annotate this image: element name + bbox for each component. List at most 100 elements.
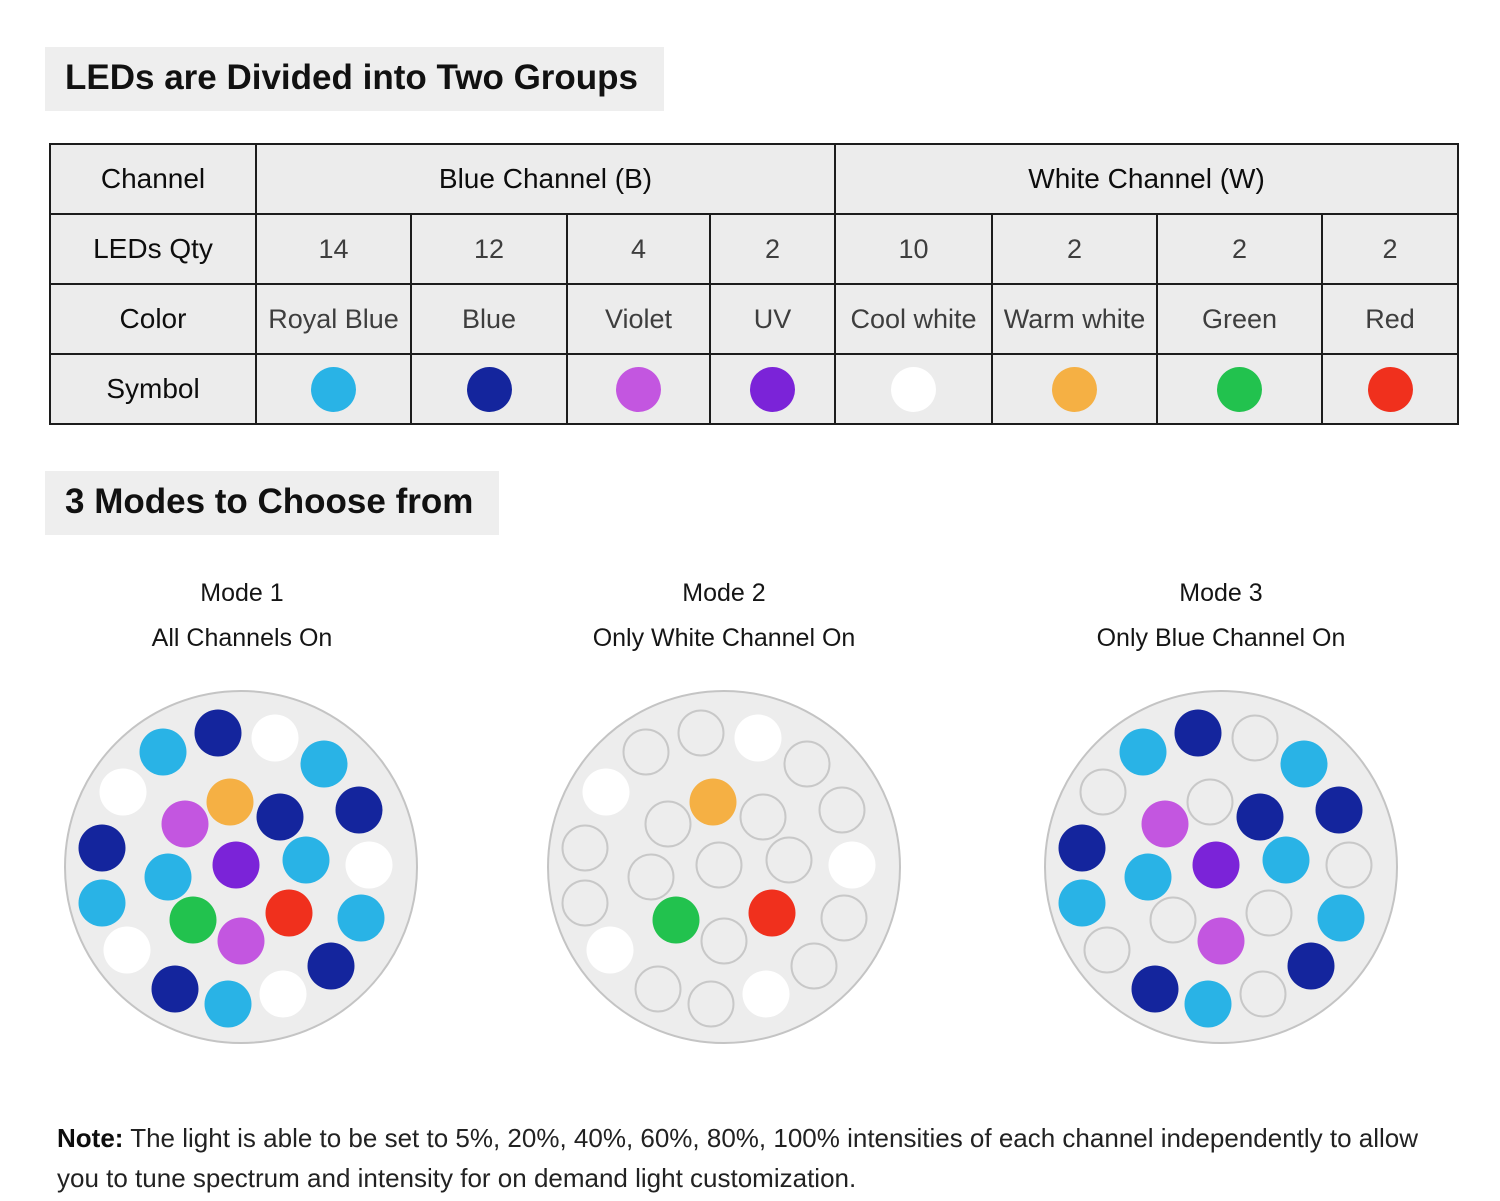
led-off-slot — [1325, 841, 1373, 889]
mode-2-subtitle: Only White Channel On — [592, 624, 856, 652]
led-dot-uv — [212, 841, 260, 889]
symbol-dot-royal-blue — [311, 366, 356, 412]
led-dot-cool-white — [742, 970, 790, 1018]
led-dot-violet — [1197, 917, 1245, 965]
led-dot-royal-blue — [282, 836, 330, 884]
qty-cell: 2 — [1321, 213, 1460, 285]
symbol-dot-violet — [616, 366, 661, 412]
led-dot-blue — [1315, 786, 1363, 834]
symbol-cell — [255, 353, 412, 425]
led-off-slot — [695, 841, 743, 889]
symbol-cell — [1321, 353, 1460, 425]
table-row-symbol: Symbol — [49, 353, 1460, 425]
led-dot-blue — [1174, 709, 1222, 757]
led-dot-cool-white — [103, 926, 151, 974]
symbol-cell — [566, 353, 711, 425]
led-dot-green — [169, 896, 217, 944]
table-row-channel: Channel Blue Channel (B) White Channel (… — [49, 143, 1460, 215]
symbol-cell — [991, 353, 1159, 425]
group-header-blue-channel: Blue Channel (B) — [254, 143, 837, 215]
led-dot-blue — [335, 786, 383, 834]
led-dot-royal-blue — [1262, 836, 1310, 884]
led-dot-royal-blue — [1124, 853, 1172, 901]
led-dot-cool-white — [734, 714, 782, 761]
table-row-color: Color Royal Blue Blue Violet UV Cool whi… — [49, 283, 1460, 355]
led-dot-blue — [151, 965, 198, 1013]
led-dot-blue — [1236, 793, 1284, 841]
led-dot-red — [748, 889, 796, 937]
led-dot-blue — [1058, 824, 1106, 872]
led-dot-royal-blue — [139, 728, 187, 776]
led-off-slot — [1186, 778, 1234, 826]
led-off-slot — [1231, 714, 1279, 761]
row-header-color: Color — [49, 283, 257, 355]
led-dot-warm-white — [689, 778, 737, 826]
symbol-dot-cool-white — [891, 366, 937, 412]
led-dot-royal-blue — [78, 879, 126, 927]
led-dot-cool-white — [345, 841, 393, 889]
led-dot-uv — [1192, 841, 1240, 889]
led-off-slot — [1083, 926, 1131, 974]
led-dot-royal-blue — [1119, 728, 1167, 776]
qty-cell: 12 — [410, 213, 568, 285]
color-name-cell: Red — [1321, 283, 1460, 355]
led-dot-blue — [307, 942, 355, 990]
mode-2-label: Mode 2 — [682, 579, 766, 607]
led-off-slot — [1245, 889, 1293, 937]
note-label: Note: — [57, 1123, 124, 1153]
mode-2-led-circle — [547, 690, 901, 1044]
color-name-cell: Cool white — [834, 283, 994, 355]
led-dot-cool-white — [828, 841, 876, 889]
color-name-cell: Warm white — [991, 283, 1159, 355]
qty-cell: 2 — [1156, 213, 1324, 285]
symbol-dot-warm-white — [1052, 366, 1098, 412]
led-dot-royal-blue — [1317, 894, 1365, 942]
mode-3-subtitle: Only Blue Channel On — [1096, 624, 1346, 652]
mode-1-led-circle — [64, 690, 418, 1044]
led-off-slot — [820, 894, 868, 942]
qty-cell: 4 — [566, 213, 711, 285]
qty-cell: 2 — [991, 213, 1159, 285]
led-dot-blue — [78, 824, 126, 872]
led-dot-green — [652, 896, 700, 944]
led-dot-violet — [217, 917, 265, 965]
row-header-symbol: Symbol — [49, 353, 257, 425]
table-row-qty: LEDs Qty 14 12 4 2 10 2 2 2 — [49, 213, 1460, 285]
led-off-slot — [783, 740, 831, 788]
mode-3-label: Mode 3 — [1179, 579, 1263, 607]
led-groups-table: Channel Blue Channel (B) White Channel (… — [49, 143, 1460, 425]
led-dot-red — [265, 889, 313, 937]
symbol-dot-red — [1367, 366, 1413, 412]
led-off-slot — [1079, 768, 1127, 816]
led-off-slot — [622, 728, 670, 776]
led-dot-blue — [1131, 965, 1178, 1013]
symbol-cell — [708, 353, 837, 425]
led-off-slot — [634, 965, 681, 1013]
led-off-slot — [700, 917, 748, 965]
section-title-led-groups: LEDs are Divided into Two Groups — [45, 47, 665, 111]
symbol-cell — [1156, 353, 1324, 425]
led-dot-royal-blue — [144, 853, 192, 901]
symbol-dot-uv — [750, 366, 796, 412]
led-dot-blue — [256, 793, 304, 841]
symbol-dot-blue — [466, 366, 512, 412]
color-name-cell: UV — [708, 283, 837, 355]
led-off-slot — [1239, 970, 1287, 1018]
led-off-slot — [561, 824, 609, 872]
qty-cell: 14 — [255, 213, 412, 285]
led-off-slot — [739, 793, 787, 841]
row-header-channel: Channel — [49, 143, 257, 215]
led-off-slot — [627, 853, 675, 901]
mode-1-heading: Mode 1 All Channels On — [27, 579, 457, 653]
led-off-slot — [561, 879, 609, 927]
led-dot-royal-blue — [1184, 980, 1232, 1028]
led-dot-royal-blue — [337, 894, 385, 942]
mode-3-led-circle — [1044, 690, 1398, 1044]
led-dot-royal-blue — [1058, 879, 1106, 927]
mode-3-heading: Mode 3 Only Blue Channel On — [1006, 579, 1436, 653]
color-name-cell: Blue — [410, 283, 568, 355]
led-off-slot — [765, 836, 813, 884]
led-off-slot — [818, 786, 866, 834]
led-off-slot — [687, 980, 735, 1028]
